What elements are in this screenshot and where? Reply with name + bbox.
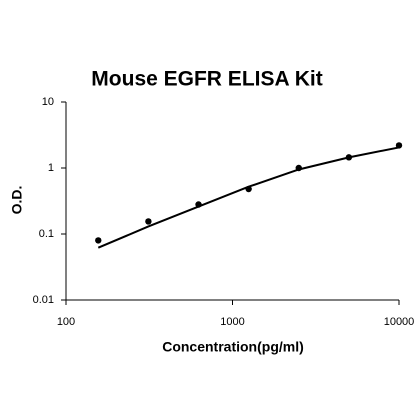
data-point (145, 218, 152, 225)
y-axis-label: O.D. (9, 186, 25, 215)
fit-curve (97, 146, 400, 249)
y-tick-label: 0.1 (39, 228, 54, 240)
x-tick-label: 1000 (220, 316, 244, 328)
x-tick-label: 100 (57, 316, 75, 328)
x-tick-label: 10000 (384, 316, 415, 328)
y-tick-label: 1 (48, 162, 54, 174)
y-tick-label: 0.01 (33, 294, 54, 306)
x-axis-label: Concentration(pg/ml) (162, 339, 304, 355)
data-point (95, 237, 102, 244)
chart-title: Mouse EGFR ELISA Kit (91, 68, 322, 91)
y-tick-label: 10 (42, 96, 54, 108)
